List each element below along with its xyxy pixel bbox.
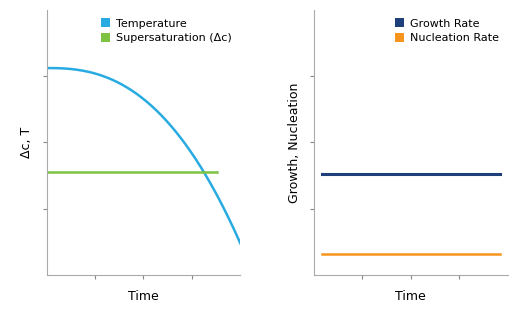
Y-axis label: Δc, T: Δc, T: [20, 127, 34, 158]
Y-axis label: Growth, Nucleation: Growth, Nucleation: [287, 82, 301, 203]
Legend: Temperature, Supersaturation (Δc): Temperature, Supersaturation (Δc): [98, 15, 235, 46]
X-axis label: Time: Time: [128, 290, 159, 303]
Legend: Growth Rate, Nucleation Rate: Growth Rate, Nucleation Rate: [392, 15, 502, 46]
X-axis label: Time: Time: [395, 290, 426, 303]
